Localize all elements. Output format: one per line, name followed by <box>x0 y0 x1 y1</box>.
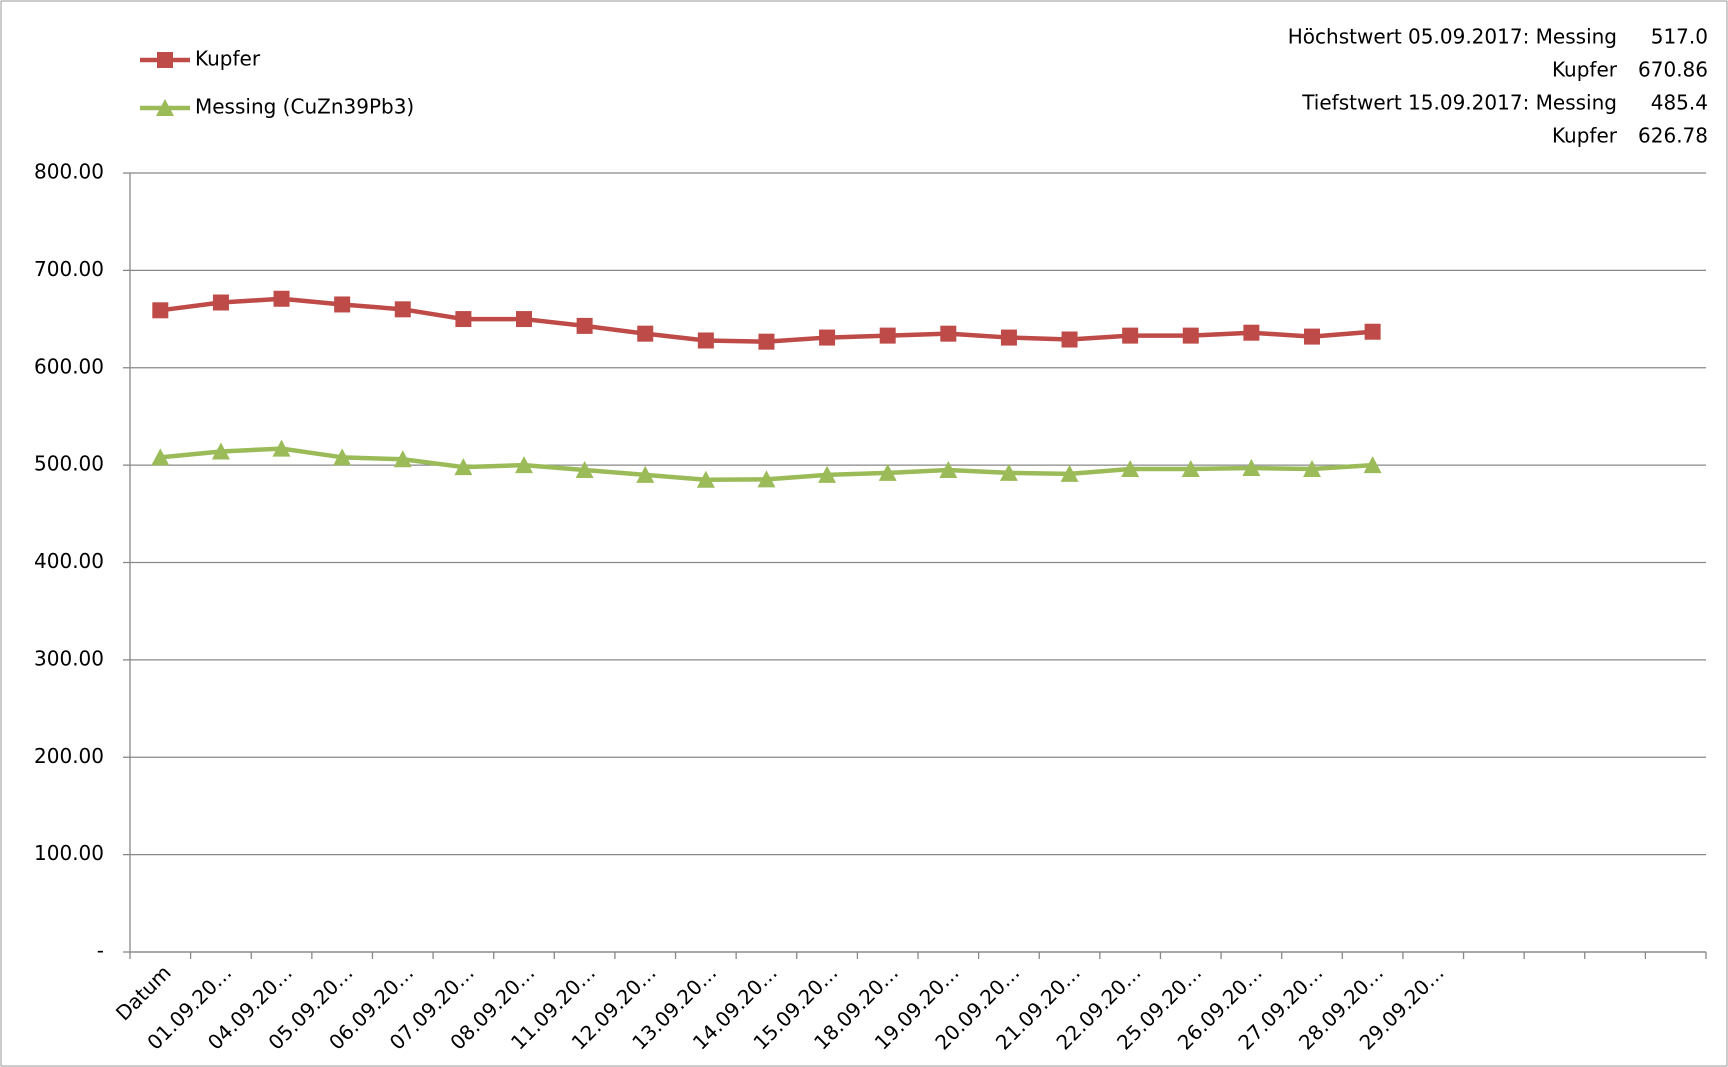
marker <box>940 325 957 342</box>
marker <box>1122 327 1139 344</box>
marker <box>758 333 775 350</box>
marker <box>1303 460 1321 478</box>
marker <box>939 460 958 478</box>
marker <box>157 52 173 68</box>
marker <box>878 463 897 481</box>
marker <box>1181 460 1200 478</box>
marker <box>1121 460 1140 478</box>
annotation-value: 517.0 <box>1651 25 1708 49</box>
marker <box>333 448 352 466</box>
marker <box>156 99 174 116</box>
marker <box>454 458 473 476</box>
marker <box>515 456 533 474</box>
marker <box>819 329 836 346</box>
y-tick-label: 800.00 <box>34 160 104 184</box>
marker <box>1363 456 1382 474</box>
y-tick-label: 100.00 <box>34 841 104 865</box>
y-tick-label: 200.00 <box>34 744 104 768</box>
marker <box>576 317 593 334</box>
marker <box>1242 459 1261 477</box>
marker <box>1364 323 1381 340</box>
marker <box>1061 331 1078 348</box>
marker <box>999 463 1018 481</box>
marker <box>1304 328 1320 345</box>
marker <box>1243 324 1260 341</box>
marker <box>1000 329 1017 346</box>
marker <box>272 439 291 457</box>
y-tick-label: 300.00 <box>34 646 104 670</box>
annotation-value: 626.78 <box>1638 124 1708 148</box>
y-tick-label: 600.00 <box>34 354 104 378</box>
annotation-label: Kupfer <box>1552 124 1618 148</box>
y-tick-label: - <box>97 939 104 963</box>
marker <box>636 465 655 483</box>
marker <box>394 301 411 318</box>
marker <box>696 470 715 488</box>
marker <box>273 290 290 307</box>
marker <box>697 332 714 349</box>
annotation-value: 670.86 <box>1638 58 1708 82</box>
marker <box>757 470 776 488</box>
marker <box>334 296 351 313</box>
marker <box>1060 464 1079 482</box>
annotation-value: 485.4 <box>1651 91 1708 115</box>
marker <box>393 450 412 468</box>
legend-label: Kupfer <box>195 47 261 71</box>
marker <box>1182 327 1199 344</box>
y-tick-label: 700.00 <box>34 257 104 281</box>
marker <box>818 465 837 483</box>
annotation-label: Kupfer <box>1552 58 1618 82</box>
marker <box>637 325 654 342</box>
y-tick-label: 400.00 <box>34 549 104 573</box>
annotation-label: Tiefstwert 15.09.2017: Messing <box>1301 91 1617 115</box>
marker <box>455 311 472 328</box>
marker <box>211 442 230 460</box>
marker <box>575 460 594 478</box>
y-tick-label: 500.00 <box>34 452 104 476</box>
marker <box>516 311 532 328</box>
marker <box>151 448 170 466</box>
marker <box>879 327 896 344</box>
legend-label: Messing (CuZn39Pb3) <box>195 95 414 119</box>
marker <box>212 294 229 311</box>
annotation-label: Höchstwert 05.09.2017: Messing <box>1288 25 1617 49</box>
marker <box>152 302 169 319</box>
